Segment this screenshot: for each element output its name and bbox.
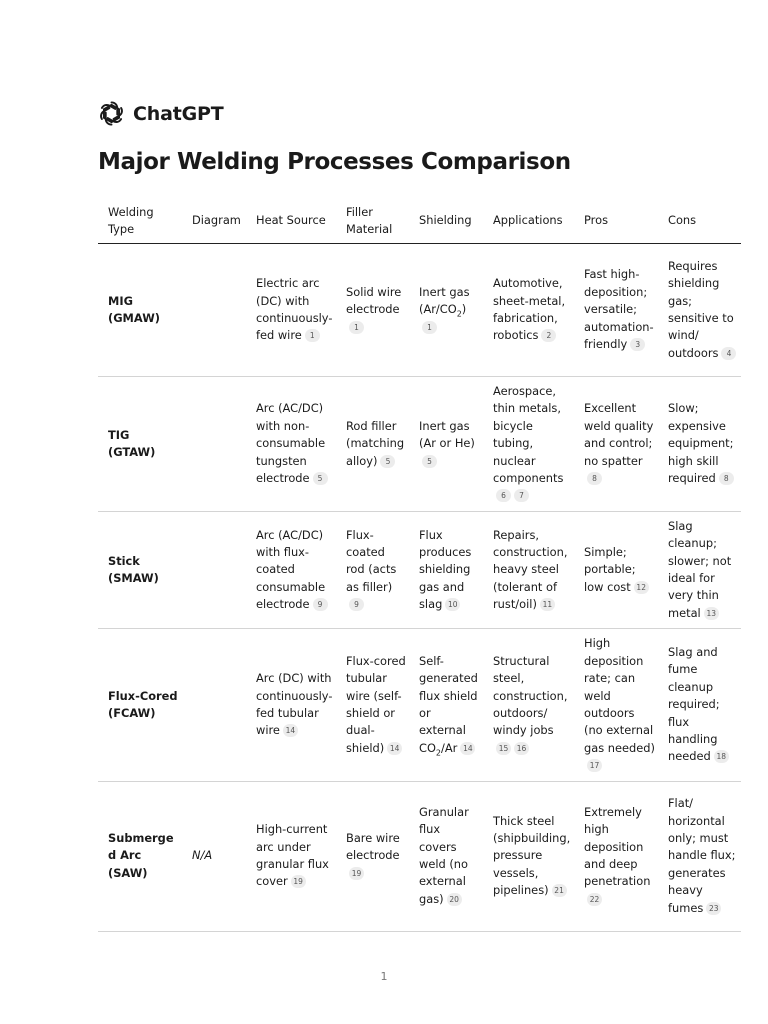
- filler-cell: Bare wire electrode19: [336, 781, 409, 932]
- column-header: Shielding: [409, 199, 483, 244]
- citation-badge[interactable]: 22: [587, 892, 602, 906]
- citation-badge[interactable]: 12: [633, 580, 649, 594]
- citation-badge[interactable]: 1: [349, 320, 364, 334]
- citation-badge[interactable]: 19: [290, 875, 306, 889]
- shielding-cell: Self-generated flux shield or external C…: [409, 628, 483, 782]
- column-header: Diagram: [182, 199, 246, 244]
- citation-badge[interactable]: 5: [380, 454, 396, 468]
- welding-type-cell: Submerged Arc (SAW): [98, 781, 182, 932]
- heat-source-cell: Arc (AC/DC) with flux-coated consumable …: [246, 511, 336, 630]
- citation-badge[interactable]: 14: [460, 741, 476, 755]
- pros-cell: Simple; portable; low cost 12: [574, 511, 658, 630]
- citation-badge[interactable]: 23: [706, 901, 722, 915]
- cons-cell: Requires shielding gas; sensitive to win…: [658, 243, 741, 377]
- diagram-cell: [182, 376, 246, 512]
- applications-cell: Automotive, sheet-metal, fabrication, ro…: [483, 243, 574, 377]
- applications-cell: Thick steel (shipbuilding, pressure vess…: [483, 781, 574, 932]
- column-header: Cons: [658, 199, 741, 244]
- citation-badge[interactable]: 7: [514, 489, 529, 503]
- citation-badge[interactable]: 1: [304, 329, 320, 343]
- welding-type-cell: Stick (SMAW): [98, 511, 182, 630]
- citation-badge[interactable]: 6: [496, 489, 511, 503]
- shielding-cell: Granular flux covers weld (no external g…: [409, 781, 483, 932]
- filler-cell: Rod filler (matching alloy) 5: [336, 376, 409, 512]
- applications-cell: Aerospace, thin metals, bicycle tubing, …: [483, 376, 574, 512]
- table-row: Stick (SMAW) Arc (AC/DC) with flux-coate…: [98, 511, 741, 630]
- column-header: Filler Material: [336, 199, 409, 244]
- applications-cell: Repairs, construction, heavy steel (tole…: [483, 511, 574, 630]
- filler-cell: Solid wire electrode1: [336, 243, 409, 377]
- citation-badge[interactable]: 1: [422, 320, 437, 334]
- citation-badge[interactable]: 14: [282, 724, 298, 738]
- heat-source-cell: Arc (DC) with continuously-fed tubular w…: [246, 628, 336, 782]
- citation-badge[interactable]: 19: [349, 866, 364, 880]
- citation-badge[interactable]: 3: [630, 338, 646, 352]
- heat-source-cell: High-current arc under granular flux cov…: [246, 781, 336, 932]
- citation-badge[interactable]: 17: [587, 759, 602, 773]
- citation-badge[interactable]: 9: [349, 598, 364, 612]
- shielding-cell: Inert gas (Ar/CO2)1: [409, 243, 483, 377]
- column-header: Welding Type: [98, 199, 182, 244]
- diagram-cell: [182, 243, 246, 377]
- cons-cell: Slow; expensive equipment; high skill re…: [658, 376, 741, 512]
- filler-cell: Flux-coated rod (acts as filler)9: [336, 511, 409, 630]
- citation-badge[interactable]: 15: [496, 741, 511, 755]
- document-title: Major Welding Processes Comparison: [98, 149, 571, 175]
- diagram-cell: [182, 628, 246, 782]
- citation-badge[interactable]: 11: [539, 598, 555, 612]
- filler-cell: Flux-cored tubular wire (self-shield or …: [336, 628, 409, 782]
- column-header: Pros: [574, 199, 658, 244]
- table-header-row: Welding Type Diagram Heat Source Filler …: [98, 199, 741, 244]
- cons-cell: Flat/ horizontal only; must handle flux;…: [658, 781, 741, 932]
- cons-cell: Slag and fume cleanup required; flux han…: [658, 628, 741, 782]
- welding-comparison-table: Welding Type Diagram Heat Source Filler …: [98, 199, 741, 932]
- shielding-cell: Inert gas (Ar or He)5: [409, 376, 483, 512]
- citation-badge[interactable]: 13: [703, 606, 719, 620]
- pros-cell: Extremely high deposition and deep penet…: [574, 781, 658, 932]
- heat-source-cell: Arc (AC/DC) with non-consumable tungsten…: [246, 376, 336, 512]
- pros-cell: High deposition rate; can weld outdoors …: [574, 628, 658, 782]
- welding-type-cell: TIG (GTAW): [98, 376, 182, 512]
- cons-cell: Slag cleanup; slower; not ideal for very…: [658, 511, 741, 630]
- shielding-cell: Flux produces shielding gas and slag 10: [409, 511, 483, 630]
- citation-badge[interactable]: 5: [312, 472, 328, 486]
- page-number: 1: [380, 970, 388, 983]
- citation-badge[interactable]: 10: [445, 598, 461, 612]
- table-row: Submerged Arc (SAW) N/A High-current arc…: [98, 781, 741, 932]
- pros-cell: Fast high-deposition; versatile; automat…: [574, 243, 658, 377]
- citation-badge[interactable]: 21: [551, 884, 567, 898]
- citation-badge[interactable]: 18: [713, 750, 729, 764]
- heat-source-cell: Electric arc (DC) with continuously-fed …: [246, 243, 336, 377]
- citation-badge[interactable]: 2: [541, 329, 557, 343]
- column-header: Heat Source: [246, 199, 336, 244]
- citation-badge[interactable]: 5: [422, 454, 437, 468]
- brand-header: ChatGPT: [98, 100, 224, 127]
- column-header: Applications: [483, 199, 574, 244]
- citation-badge[interactable]: 9: [312, 598, 328, 612]
- brand-name: ChatGPT: [133, 102, 224, 125]
- table-row: MIG (GMAW) Electric arc (DC) with contin…: [98, 243, 741, 377]
- citation-badge[interactable]: 8: [587, 472, 602, 486]
- citation-badge[interactable]: 8: [718, 472, 734, 486]
- welding-type-cell: Flux-Cored (FCAW): [98, 628, 182, 782]
- citation-badge[interactable]: 16: [514, 741, 529, 755]
- openai-logo-icon: [100, 101, 123, 126]
- citation-badge[interactable]: 20: [446, 892, 462, 906]
- diagram-cell: [182, 511, 246, 630]
- welding-type-cell: MIG (GMAW): [98, 243, 182, 377]
- citation-badge[interactable]: 4: [721, 346, 737, 360]
- citation-badge[interactable]: 14: [387, 741, 403, 755]
- diagram-cell: N/A: [182, 781, 246, 932]
- table-row: Flux-Cored (FCAW) Arc (DC) with continuo…: [98, 628, 741, 782]
- applications-cell: Structural steel, construction, outdoors…: [483, 628, 574, 782]
- table-row: TIG (GTAW) Arc (AC/DC) with non-consumab…: [98, 376, 741, 512]
- pros-cell: Excellent weld quality and control; no s…: [574, 376, 658, 512]
